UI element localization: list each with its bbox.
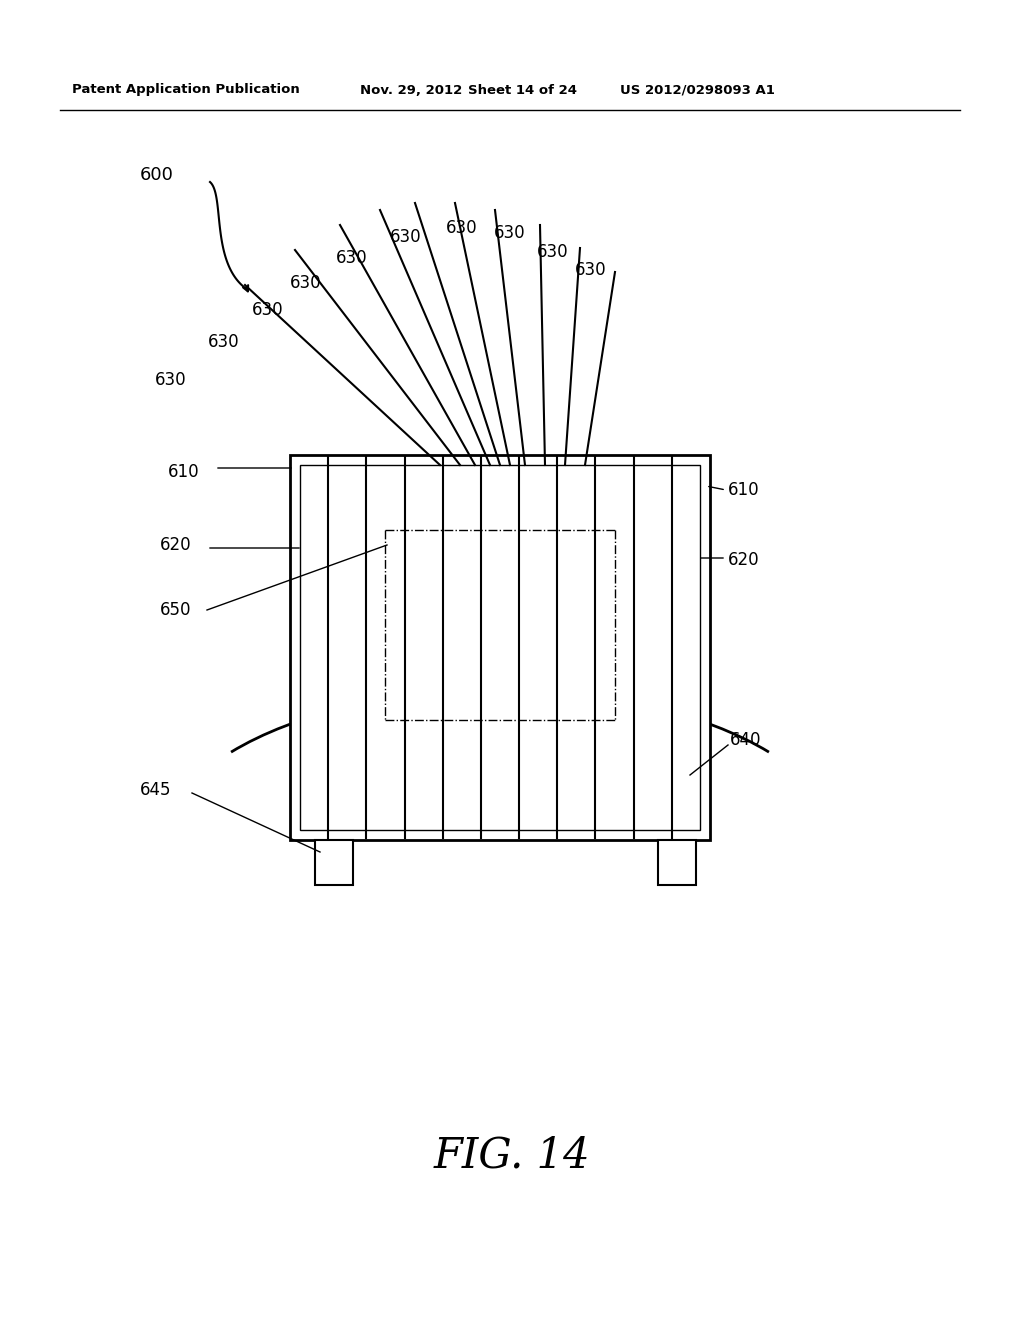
Text: Patent Application Publication: Patent Application Publication	[72, 83, 300, 96]
Text: 630: 630	[208, 333, 240, 351]
Text: 630: 630	[290, 275, 322, 292]
Text: 630: 630	[336, 249, 368, 267]
Text: US 2012/0298093 A1: US 2012/0298093 A1	[620, 83, 775, 96]
Text: 640: 640	[730, 731, 762, 748]
Text: 630: 630	[537, 243, 568, 261]
Bar	[658, 840, 696, 884]
Text: Nov. 29, 2012: Nov. 29, 2012	[360, 83, 462, 96]
Text: 600: 600	[140, 166, 174, 183]
Text: 610: 610	[168, 463, 200, 480]
Text: 630: 630	[155, 371, 186, 389]
Bar	[290, 455, 710, 840]
Text: 610: 610	[728, 480, 760, 499]
Text: 630: 630	[494, 224, 525, 242]
Text: 620: 620	[728, 550, 760, 569]
Text: 620: 620	[160, 536, 191, 554]
Bar	[300, 465, 700, 830]
Bar	[315, 840, 353, 884]
Text: FIG. 14: FIG. 14	[434, 1134, 590, 1176]
Text: 645: 645	[140, 781, 171, 799]
Text: 630: 630	[390, 228, 422, 246]
Text: 630: 630	[575, 261, 606, 279]
Text: 630: 630	[252, 301, 284, 319]
Text: 650: 650	[160, 601, 191, 619]
Text: 630: 630	[446, 219, 477, 238]
Text: Sheet 14 of 24: Sheet 14 of 24	[468, 83, 577, 96]
